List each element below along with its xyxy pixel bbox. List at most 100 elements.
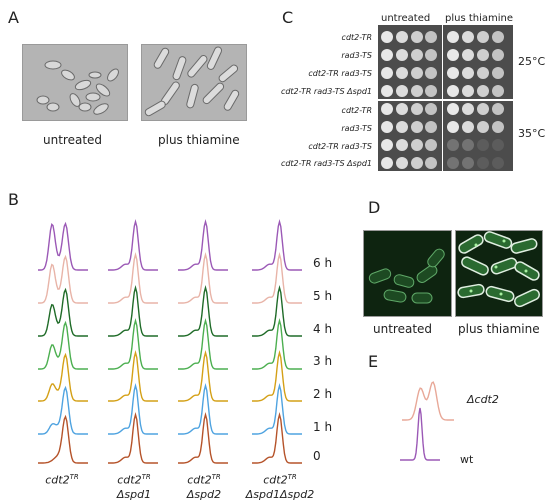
- spot: [396, 49, 408, 61]
- label-e-dcdt2: Δcdt2: [467, 393, 499, 406]
- spot: [492, 49, 504, 61]
- strain-35-3: cdt2-TR rad3-TS: [308, 142, 372, 151]
- spot: [425, 139, 437, 151]
- spot: [396, 103, 408, 115]
- spot: [411, 31, 423, 43]
- strain-label-3: cdt2TR Δspd2: [186, 473, 222, 501]
- flow-trace: [178, 251, 228, 304]
- strain-25-3: cdt2-TR rad3-TS: [308, 69, 372, 78]
- micrograph-a-untreated: [22, 44, 128, 121]
- spot: [477, 31, 489, 43]
- spot: [396, 121, 408, 133]
- spot: [381, 49, 393, 61]
- strain-label-4: cdt2TR Δspd1Δspd2: [245, 473, 315, 501]
- flow-trace: [400, 407, 440, 461]
- strain-35-2: rad3-TS: [341, 124, 372, 133]
- time-label-2h: 2 h: [313, 387, 333, 401]
- spot: [381, 139, 393, 151]
- spot: [492, 85, 504, 97]
- spot: [462, 139, 474, 151]
- cells-illustration: [144, 46, 240, 117]
- flow-trace: [38, 320, 88, 370]
- spot: [477, 139, 489, 151]
- flow-trace: [252, 251, 302, 304]
- panel-d-letter: D: [368, 198, 381, 217]
- spot: [462, 67, 474, 79]
- flow-trace: [108, 251, 158, 304]
- spot: [477, 49, 489, 61]
- spot: [492, 157, 504, 169]
- spot: [425, 103, 437, 115]
- spot: [381, 31, 393, 43]
- strain-label-1: cdt2TR: [45, 473, 79, 487]
- spot: [396, 67, 408, 79]
- flow-trace: [108, 411, 158, 464]
- micrograph-d-untreated: [363, 230, 452, 317]
- flow-trace: [178, 284, 228, 337]
- flow-trace: [178, 349, 228, 402]
- flow-trace: [252, 317, 302, 370]
- spot: [492, 31, 504, 43]
- spot: [492, 103, 504, 115]
- spot: [381, 103, 393, 115]
- flow-trace: [178, 411, 228, 464]
- spot: [425, 49, 437, 61]
- label-e-wt: wt: [460, 453, 474, 466]
- spot: [462, 31, 474, 43]
- flow-trace: [108, 218, 158, 271]
- strain-25-4: cdt2-TR rad3-TS Δspd1: [280, 87, 372, 96]
- time-label-3h: 3 h: [313, 354, 333, 368]
- spot: [477, 85, 489, 97]
- panel-e-letter: E: [368, 352, 379, 371]
- flow-trace: [252, 284, 302, 337]
- time-label-1h: 1 h: [313, 420, 333, 434]
- spot: [447, 49, 459, 61]
- strain-label-2: cdt2TR Δspd1: [116, 473, 152, 501]
- cells-illustration: [457, 231, 541, 308]
- time-label-5h: 5 h: [313, 289, 333, 303]
- flow-trace: [178, 382, 228, 435]
- panel-a-letter: A: [8, 8, 19, 27]
- label-d-untreated: untreated: [373, 322, 433, 336]
- strain-35-4: cdt2-TR rad3-TS Δspd1: [280, 159, 372, 168]
- spot: [425, 31, 437, 43]
- spot: [447, 139, 459, 151]
- temp-35: 35°C: [518, 127, 546, 140]
- micrograph-d-thiamine: [455, 230, 543, 317]
- flow-trace: [252, 411, 302, 464]
- spot: [381, 157, 393, 169]
- spot: [462, 103, 474, 115]
- spot: [477, 67, 489, 79]
- spot: [477, 157, 489, 169]
- panel-b-letter: B: [8, 190, 19, 209]
- spot: [411, 49, 423, 61]
- spot: [462, 85, 474, 97]
- panel-c-letter: C: [282, 8, 294, 27]
- spot: [425, 157, 437, 169]
- spot-dilutions: [381, 31, 504, 169]
- spot: [411, 85, 423, 97]
- spot: [492, 121, 504, 133]
- flow-trace: [38, 221, 88, 271]
- spot: [462, 49, 474, 61]
- spot: [477, 103, 489, 115]
- spot: [477, 121, 489, 133]
- spot: [462, 157, 474, 169]
- flow-trace: [252, 218, 302, 271]
- micrograph-a-thiamine: [141, 44, 247, 121]
- spot: [425, 121, 437, 133]
- spot: [462, 121, 474, 133]
- spot: [425, 67, 437, 79]
- flow-trace: [108, 382, 158, 435]
- spot: [425, 85, 437, 97]
- label-a-untreated: untreated: [43, 133, 103, 147]
- spot: [381, 67, 393, 79]
- spot: [447, 67, 459, 79]
- flow-trace: [108, 349, 158, 402]
- spot: [396, 139, 408, 151]
- temp-25: 25°C: [518, 55, 546, 68]
- label-a-thiamine: plus thiamine: [158, 133, 240, 147]
- spot: [447, 157, 459, 169]
- cells-illustration: [36, 60, 119, 115]
